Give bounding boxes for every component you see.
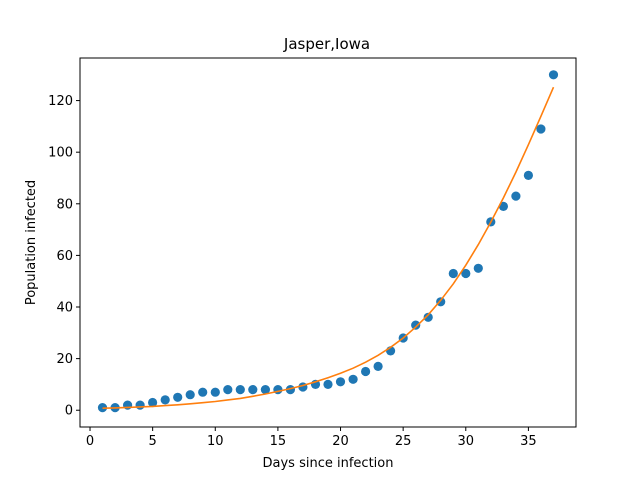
data-point	[448, 268, 458, 279]
y-axis: 0 20 40 60 80 100 120	[48, 94, 80, 419]
x-tick-label: 0	[86, 434, 94, 449]
data-point	[173, 392, 183, 402]
y-tick-label: 120	[48, 94, 73, 109]
data-point	[536, 124, 546, 134]
data-point	[498, 201, 508, 211]
fit-line	[102, 86, 555, 409]
x-axis: 0 5 10 15 20 25 30 35	[86, 427, 537, 449]
data-point	[523, 170, 534, 180]
data-point	[348, 374, 358, 384]
x-tick-label: 10	[207, 434, 224, 449]
data-point	[473, 263, 483, 273]
data-point	[235, 385, 245, 395]
data-point	[335, 377, 346, 387]
data-point	[148, 397, 158, 408]
data-point	[248, 385, 258, 395]
y-tick-label: 80	[56, 197, 73, 212]
y-tick-label: 20	[56, 352, 73, 367]
y-tick-label: 60	[56, 249, 73, 264]
x-tick-label: 35	[520, 434, 537, 449]
x-tick-label: 5	[149, 434, 157, 449]
x-tick-label: 20	[332, 434, 349, 449]
data-point	[210, 387, 220, 397]
y-tick-label: 0	[65, 404, 73, 419]
data-point	[548, 70, 559, 80]
y-axis-label: Population infected	[24, 180, 39, 305]
data-point	[260, 385, 270, 395]
x-tick-label: 15	[270, 434, 287, 449]
data-point	[361, 366, 371, 377]
y-tick-label: 100	[48, 146, 73, 161]
data-point	[511, 191, 521, 201]
y-tick-label: 40	[56, 301, 73, 316]
data-point	[461, 268, 471, 279]
x-tick-label: 30	[458, 434, 475, 449]
data-point	[185, 390, 195, 400]
data-point	[423, 312, 433, 322]
data-point	[223, 385, 233, 395]
x-axis-label: Days since infection	[263, 456, 394, 471]
data-point	[198, 387, 208, 397]
data-point	[411, 320, 421, 330]
chart-title: Jasper,Iowa	[283, 35, 370, 53]
data-point	[373, 361, 383, 371]
data-point	[135, 400, 145, 410]
data-point	[160, 395, 170, 405]
plot-frame	[79, 57, 577, 428]
x-tick-label: 25	[395, 434, 412, 449]
data-point	[323, 379, 333, 389]
plot-area	[97, 70, 559, 413]
